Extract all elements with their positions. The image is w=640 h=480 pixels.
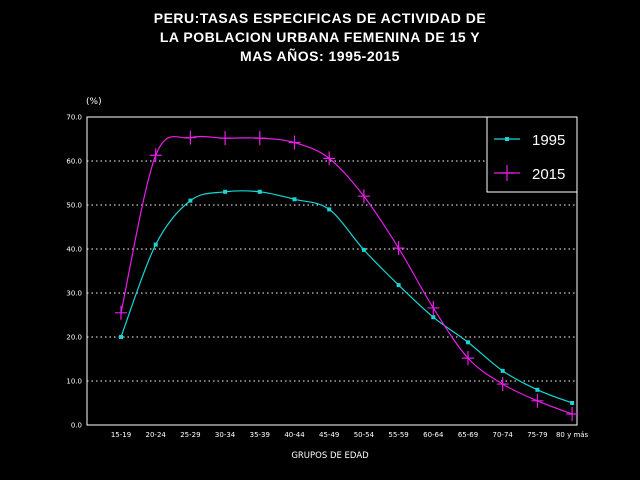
x-tick-label: 80 y más: [556, 431, 589, 439]
data-point: [119, 335, 123, 339]
x-tick-label: 50-54: [354, 431, 375, 439]
legend-label: 2015: [532, 166, 565, 183]
data-point: [257, 189, 262, 194]
data-point: [396, 283, 401, 288]
data-point: [357, 189, 370, 204]
data-point: [153, 242, 158, 247]
data-point: [431, 315, 436, 320]
chart-title-line-3: MAS AÑOS: 1995-2015: [240, 48, 400, 64]
x-tick-label: 60-64: [423, 431, 444, 439]
x-tick-label: 40-44: [284, 431, 305, 439]
x-tick-label: 15-19: [111, 431, 131, 439]
x-tick-label: 75-79: [527, 431, 547, 439]
legend-label: 1995: [532, 132, 565, 149]
x-tick-label: 30-34: [215, 431, 236, 439]
grid-lines: [87, 160, 577, 382]
legend-marker: [500, 165, 514, 181]
y-tick-label: 50.0: [66, 202, 82, 210]
legend-marker: [505, 137, 509, 141]
data-point: [288, 135, 301, 150]
x-tick-label: 35-39: [250, 431, 270, 439]
plot-frame: [86, 116, 578, 426]
data-point: [149, 148, 162, 163]
data-point: [184, 130, 197, 145]
data-point: [323, 151, 336, 166]
legend-item-2015: 2015: [494, 165, 565, 183]
data-point: [535, 387, 540, 392]
data-point: [570, 401, 575, 405]
chart-title-line-2: LA POBLACION URBANA FEMENINA DE 15 Y: [159, 29, 481, 45]
data-point: [392, 241, 405, 256]
data-point: [188, 198, 193, 203]
x-tick-label: 45-49: [319, 431, 339, 439]
x-tick-label: 55-59: [388, 431, 408, 439]
legend: 1995 2015: [486, 116, 578, 193]
data-point: [223, 189, 228, 194]
chart-title-line-1: PERU:TASAS ESPECIFICAS DE ACTIVIDAD DE: [153, 10, 487, 26]
legend-item-1995: 1995: [494, 132, 565, 149]
data-point: [427, 300, 440, 315]
y-tick-label: 40.0: [66, 246, 82, 254]
data-point: [531, 393, 544, 408]
y-tick-label: 0.0: [71, 422, 82, 430]
y-axis-ticks: 0.0 10.0 20.0 30.0 40.0 50.0 60.0 70.0: [66, 114, 82, 430]
legend-box: [486, 116, 578, 193]
data-point: [292, 197, 297, 202]
chart-title: PERU:TASAS ESPECIFICAS DE ACTIVIDAD DE L…: [0, 9, 640, 66]
x-tick-label: 25-29: [180, 431, 200, 439]
data-point: [219, 131, 232, 146]
data-point: [253, 131, 266, 146]
data-point: [496, 377, 509, 392]
y-tick-label: 10.0: [66, 378, 82, 386]
x-axis-ticks: 15-19 20-24 25-29 30-34 35-39 40-44 45-49 50-54…: [111, 431, 589, 439]
x-tick-label: 65-69: [458, 431, 478, 439]
y-tick-label: 20.0: [66, 334, 82, 342]
series-layer: [115, 130, 579, 421]
data-point: [566, 407, 579, 421]
data-point: [327, 207, 332, 212]
data-point: [462, 351, 474, 366]
x-tick-label: 70-74: [493, 431, 514, 439]
series-1995: [119, 189, 575, 405]
series-2015: [115, 130, 579, 421]
y-axis-label: (%): [86, 97, 102, 107]
data-point: [466, 340, 470, 345]
y-tick-label: 70.0: [66, 114, 82, 122]
y-tick-label: 30.0: [66, 290, 82, 298]
x-tick-label: 20-24: [146, 431, 167, 439]
y-tick-label: 60.0: [66, 158, 82, 166]
data-point: [361, 247, 366, 252]
x-axis-label: GRUPOS DE EDAD: [291, 451, 369, 461]
data-point: [500, 368, 505, 373]
data-point: [115, 305, 127, 320]
